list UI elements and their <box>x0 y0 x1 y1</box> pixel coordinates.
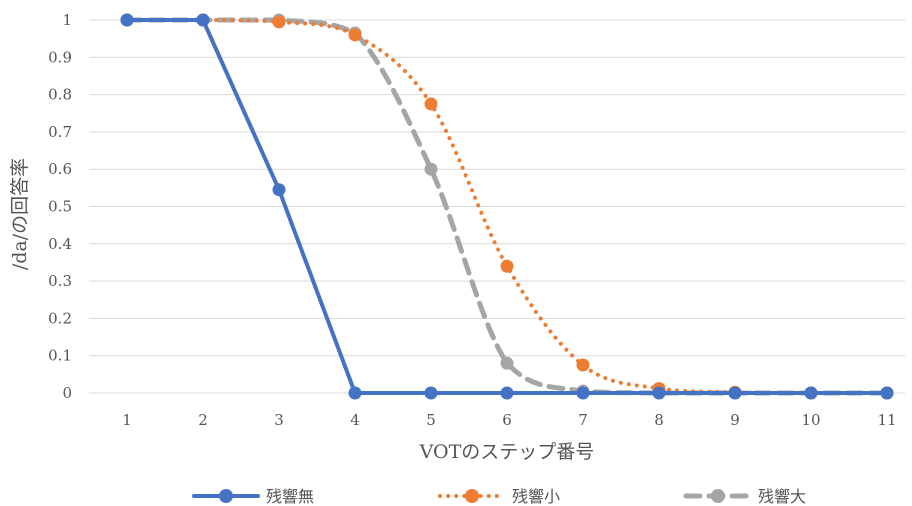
x-tick-label: 5 <box>426 411 436 429</box>
data-point <box>804 386 818 400</box>
data-point <box>576 386 590 400</box>
x-tick-label: 7 <box>578 411 588 429</box>
legend-marker <box>711 489 725 503</box>
y-tick-label: 0.6 <box>48 160 72 178</box>
y-tick-label: 0.8 <box>48 86 72 104</box>
data-point <box>272 15 286 29</box>
y-tick-label: 0.3 <box>48 272 72 290</box>
x-tick-label: 8 <box>654 411 664 429</box>
data-point <box>728 386 742 400</box>
y-axis-title: /da/の回答率 <box>9 158 31 270</box>
y-tick-label: 0.4 <box>48 235 72 253</box>
data-point <box>272 183 286 197</box>
data-point <box>424 386 438 400</box>
x-axis-title: VOTのステップ番号 <box>419 441 595 463</box>
data-point <box>576 358 590 372</box>
x-tick-label: 2 <box>198 411 208 429</box>
x-tick-label: 11 <box>877 411 896 429</box>
y-tick-label: 0 <box>62 384 72 402</box>
x-tick-label: 1 <box>122 411 132 429</box>
y-tick-label: 0.1 <box>48 347 72 365</box>
legend-item: 残響大 <box>683 487 806 506</box>
legend-label: 残響無 <box>266 487 314 506</box>
legend: 残響無 残響小 残響大 <box>192 487 806 506</box>
legend-item: 残響小 <box>438 487 560 506</box>
y-tick-label: 0.9 <box>48 48 72 66</box>
y-tick-label: 1 <box>62 11 72 29</box>
data-point <box>348 386 362 400</box>
series-1 <box>120 13 894 400</box>
x-tick-label: 9 <box>730 411 740 429</box>
data-point <box>424 162 438 176</box>
axes: 00.10.20.30.40.50.60.70.80.911 2 3 4 5 6 7 8 9 10… <box>48 11 905 429</box>
data-point <box>500 386 514 400</box>
data-point <box>348 28 362 42</box>
data-point <box>500 356 514 370</box>
y-tick-label: 0.2 <box>48 309 72 327</box>
data-point <box>652 386 666 400</box>
data-point <box>120 13 134 27</box>
legend-label: 残響小 <box>512 487 560 506</box>
x-tick-label: 4 <box>350 411 360 429</box>
data-point <box>424 97 438 111</box>
y-tick-label: 0.5 <box>48 198 72 216</box>
legend-item: 残響無 <box>192 487 314 506</box>
x-tick-label: 3 <box>274 411 284 429</box>
data-point <box>500 259 514 273</box>
x-tick-label: 6 <box>502 411 512 429</box>
data-point <box>196 13 210 27</box>
legend-marker <box>219 489 233 503</box>
y-tick-label: 0.7 <box>48 123 72 141</box>
legend-marker <box>465 489 479 503</box>
gridlines <box>89 19 905 357</box>
x-tick-label: 10 <box>801 411 820 429</box>
plot-area <box>120 13 894 400</box>
legend-label: 残響大 <box>758 487 806 506</box>
data-point <box>880 386 894 400</box>
